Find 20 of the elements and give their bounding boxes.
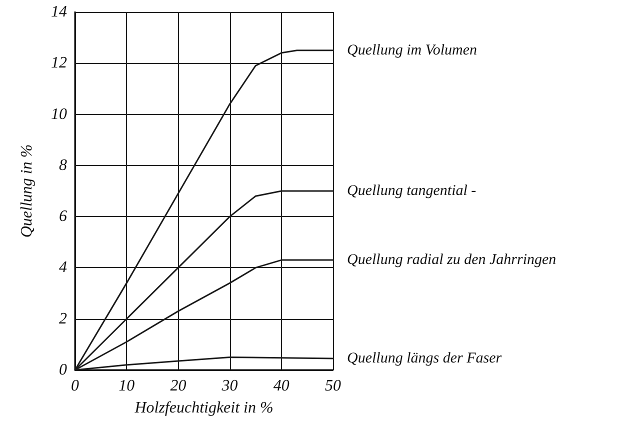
series-label: Quellung radial zu den Jahrringen: [347, 252, 556, 268]
x-tick-label: 20: [170, 378, 186, 394]
x-axis-title: Holzfeuchtigkeit in %: [134, 400, 274, 416]
x-tick-label: 50: [325, 378, 341, 394]
series-label: Quellung tangential -: [347, 183, 476, 199]
x-tick-label: 40: [273, 378, 290, 394]
y-tick-label: 0: [59, 362, 67, 378]
y-tick-label: 8: [59, 156, 67, 174]
x-tick-label: 10: [118, 378, 135, 394]
x-tick-label: 30: [220, 378, 238, 394]
series-label: Quellung längs der Faser: [347, 350, 502, 366]
y-tick-label: 14: [51, 4, 67, 20]
y-axis-title: Quellung in %: [18, 144, 36, 238]
x-tick-label: 0: [71, 378, 79, 394]
series-label: Quellung im Volumen: [347, 42, 477, 58]
y-tick-label: 4: [59, 259, 67, 276]
y-tick-label: 12: [51, 54, 67, 72]
y-tick-label: 6: [59, 208, 67, 226]
y-tick-label: 10: [51, 106, 67, 123]
y-tick-label: 2: [59, 310, 67, 328]
